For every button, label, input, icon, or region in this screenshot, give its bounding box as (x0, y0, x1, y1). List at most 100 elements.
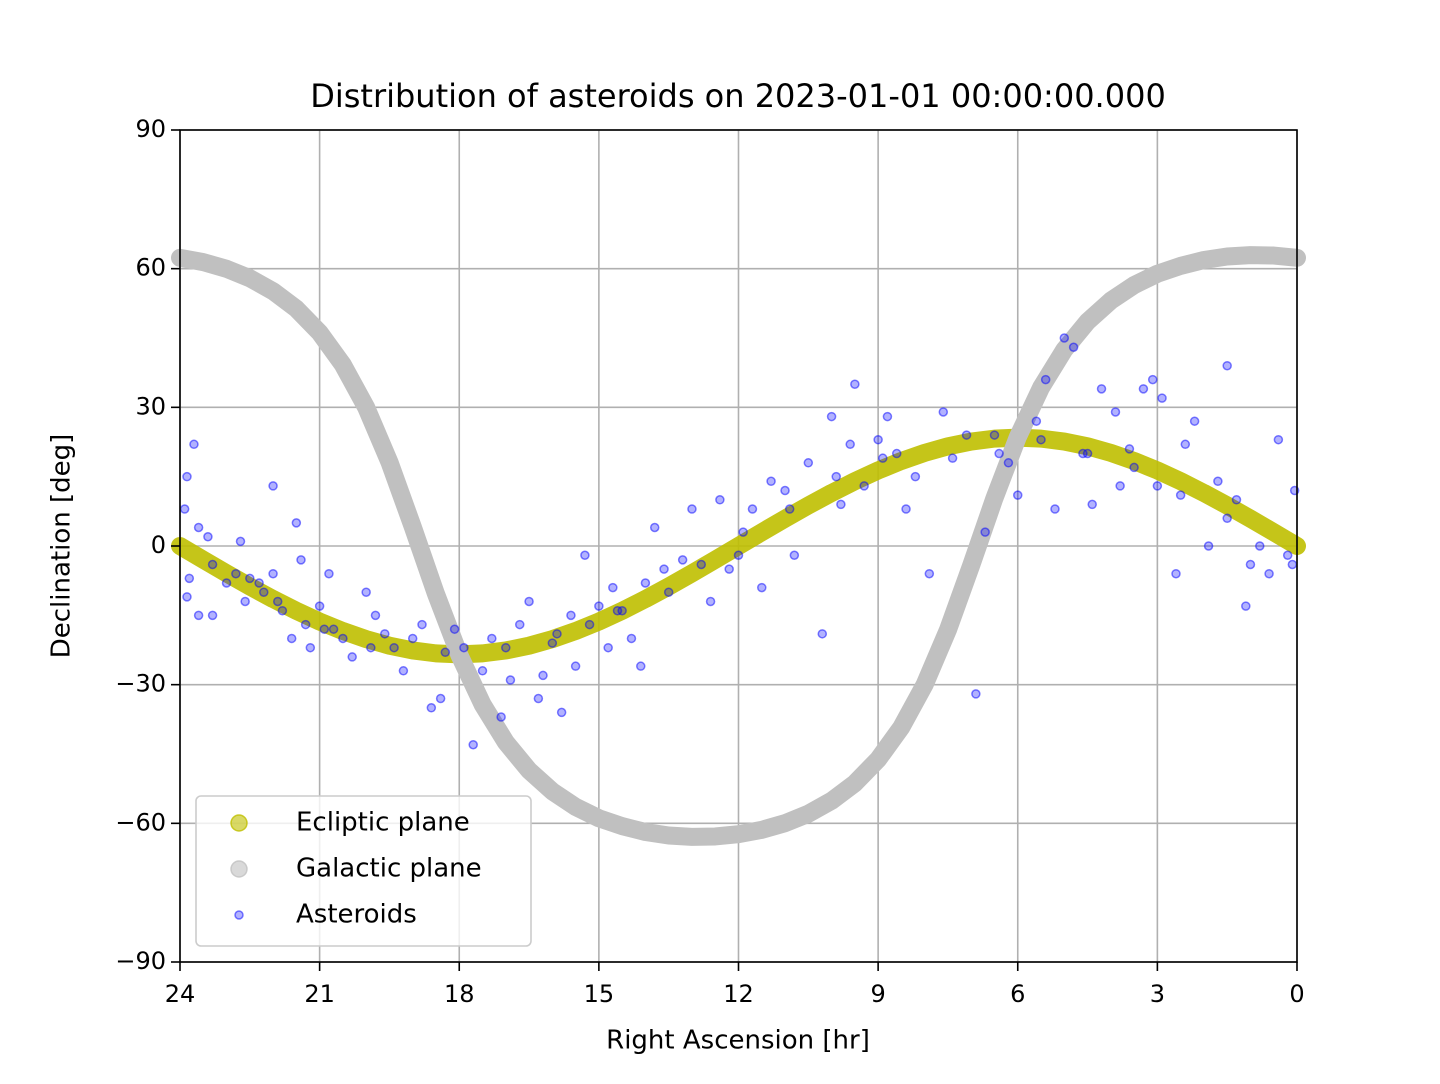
asteroid-point (207, 559, 218, 570)
asteroid-point (1129, 462, 1139, 473)
asteroid-point (1203, 541, 1214, 551)
y-tick-label: 0 (151, 531, 166, 559)
asteroid-point (1068, 342, 1079, 352)
asteroid-point (1003, 458, 1014, 468)
asteroid-point (636, 661, 646, 671)
asteroid-point (1013, 490, 1023, 500)
asteroid-point (179, 504, 190, 514)
asteroid-point (677, 555, 688, 565)
asteroid-point (277, 605, 288, 616)
asteroid-point (859, 481, 869, 491)
asteroid-point (449, 624, 460, 634)
asteroid-point (417, 619, 427, 630)
legend-marker (234, 910, 244, 920)
asteroid-point (240, 596, 250, 607)
asteroid-point (1152, 481, 1163, 491)
asteroid-point (515, 619, 525, 630)
asteroid-point (468, 740, 478, 750)
legend-label: Galactic plane (296, 854, 482, 884)
asteroid-point (649, 522, 660, 533)
asteroid-point (784, 504, 795, 514)
asteroid-point (882, 411, 893, 422)
asteroid-point (1287, 559, 1298, 570)
asteroid-point (1096, 384, 1107, 394)
asteroid-point (203, 532, 213, 542)
asteroid-point (1213, 476, 1223, 487)
asteroid-point (505, 675, 516, 685)
asteroid-point (245, 573, 255, 584)
asteroid-point (1124, 444, 1135, 454)
y-tick-label: 90 (135, 115, 166, 143)
asteroid-point (268, 568, 278, 579)
asteroid-point (1110, 407, 1121, 417)
asteroid-point (878, 453, 888, 463)
asteroid-point (594, 601, 604, 611)
asteroid-point (193, 522, 204, 533)
x-tick-label: 9 (870, 980, 885, 1008)
legend: Ecliptic plane Galactic plane Asteroids (195, 795, 532, 947)
asteroid-point (440, 647, 451, 658)
asteroid-point (873, 434, 883, 445)
asteroid-point (961, 430, 972, 440)
x-tick-label: 6 (1010, 980, 1025, 1008)
legend-marker (230, 860, 248, 878)
y-tick-label: 60 (135, 254, 166, 282)
asteroid-point (235, 536, 246, 547)
asteroid-point (370, 610, 381, 621)
asteroid-point (1231, 495, 1242, 505)
asteroid-point (324, 568, 334, 579)
x-tick-label: 12 (723, 980, 754, 1008)
asteroid-point (496, 712, 506, 722)
asteroid-point (501, 642, 511, 653)
asteroid-point (380, 629, 390, 639)
asteroid-point (980, 527, 990, 537)
asteroid-point (182, 592, 192, 602)
asteroid-point (831, 471, 841, 482)
asteroid-point (836, 499, 846, 510)
asteroid-point (268, 481, 278, 491)
asteroid-point (231, 568, 241, 579)
asteroid-point (207, 610, 218, 621)
asteroid-point (459, 642, 469, 653)
asteroid-point (705, 596, 716, 607)
legend-label: Ecliptic plane (296, 808, 470, 838)
asteroid-point (724, 564, 734, 574)
plot-area (171, 246, 1306, 846)
x-tick-label: 0 (1289, 980, 1304, 1008)
legend-box (195, 795, 532, 947)
asteroid-point (640, 578, 651, 588)
asteroid-point (556, 707, 567, 718)
asteroid-point (552, 629, 562, 639)
asteroid-point (1059, 333, 1070, 343)
x-axis-label: Right Ascension [hr] (606, 1026, 870, 1056)
asteroid-point (328, 624, 339, 634)
y-tick-label: −30 (115, 670, 166, 698)
asteroid-point (389, 642, 399, 653)
x-tick-label: 21 (304, 980, 335, 1008)
asteroid-point (1175, 490, 1186, 500)
asteroid-point (487, 633, 497, 644)
asteroid-point (435, 693, 446, 704)
asteroid-point (580, 550, 590, 560)
asteroid-point (1147, 374, 1158, 385)
asteroid-point (659, 564, 669, 574)
asteroid-point (687, 504, 697, 514)
asteroid-point (221, 578, 232, 588)
asteroid-point (366, 642, 376, 653)
asteroid-point (608, 582, 618, 593)
asteroid-point (584, 619, 595, 630)
asteroid-point (715, 495, 725, 505)
asteroid-point (1189, 416, 1200, 426)
x-tick-label: 24 (165, 980, 196, 1008)
asteroid-point (477, 666, 488, 676)
asteroid-point (347, 652, 357, 662)
chart-title: Distribution of asteroids on 2023-01-01 … (310, 77, 1166, 115)
asteroid-point (182, 471, 192, 482)
asteroid-point (612, 605, 623, 616)
asteroid-point (850, 379, 860, 389)
asteroid-point (1273, 434, 1284, 445)
asteroid-point (747, 504, 758, 514)
asteroid-point (789, 550, 800, 560)
asteroid-point (291, 518, 302, 528)
